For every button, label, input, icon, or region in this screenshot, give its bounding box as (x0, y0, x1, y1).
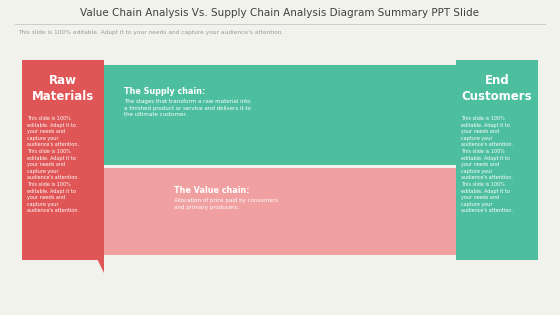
Text: Value Chain Analysis Vs. Supply Chain Analysis Diagram Summary PPT Slide: Value Chain Analysis Vs. Supply Chain An… (81, 8, 479, 18)
FancyBboxPatch shape (456, 60, 538, 260)
Polygon shape (104, 168, 456, 255)
Text: The stages that transform a raw material into
a finished product or service and : The stages that transform a raw material… (124, 99, 251, 117)
Text: This slide is 100%
editable. Adapt it to
your needs and
capture your
audience's : This slide is 100% editable. Adapt it to… (461, 116, 513, 213)
Polygon shape (74, 150, 104, 273)
Polygon shape (104, 65, 486, 165)
Text: Raw
Materials: Raw Materials (32, 73, 94, 102)
Text: This slide is 100%
editable. Adapt it to
your needs and
capture your
audience's : This slide is 100% editable. Adapt it to… (27, 116, 79, 213)
Text: End
Customers: End Customers (461, 73, 533, 102)
Text: This slide is 100% editable. Adapt it to your needs and capture your audience's : This slide is 100% editable. Adapt it to… (18, 30, 283, 35)
Text: Allocation of price paid by consumers
and primary producers.: Allocation of price paid by consumers an… (174, 198, 278, 209)
Text: The Supply chain:: The Supply chain: (124, 87, 206, 96)
FancyBboxPatch shape (22, 60, 104, 260)
Text: The Value chain:: The Value chain: (174, 186, 250, 195)
